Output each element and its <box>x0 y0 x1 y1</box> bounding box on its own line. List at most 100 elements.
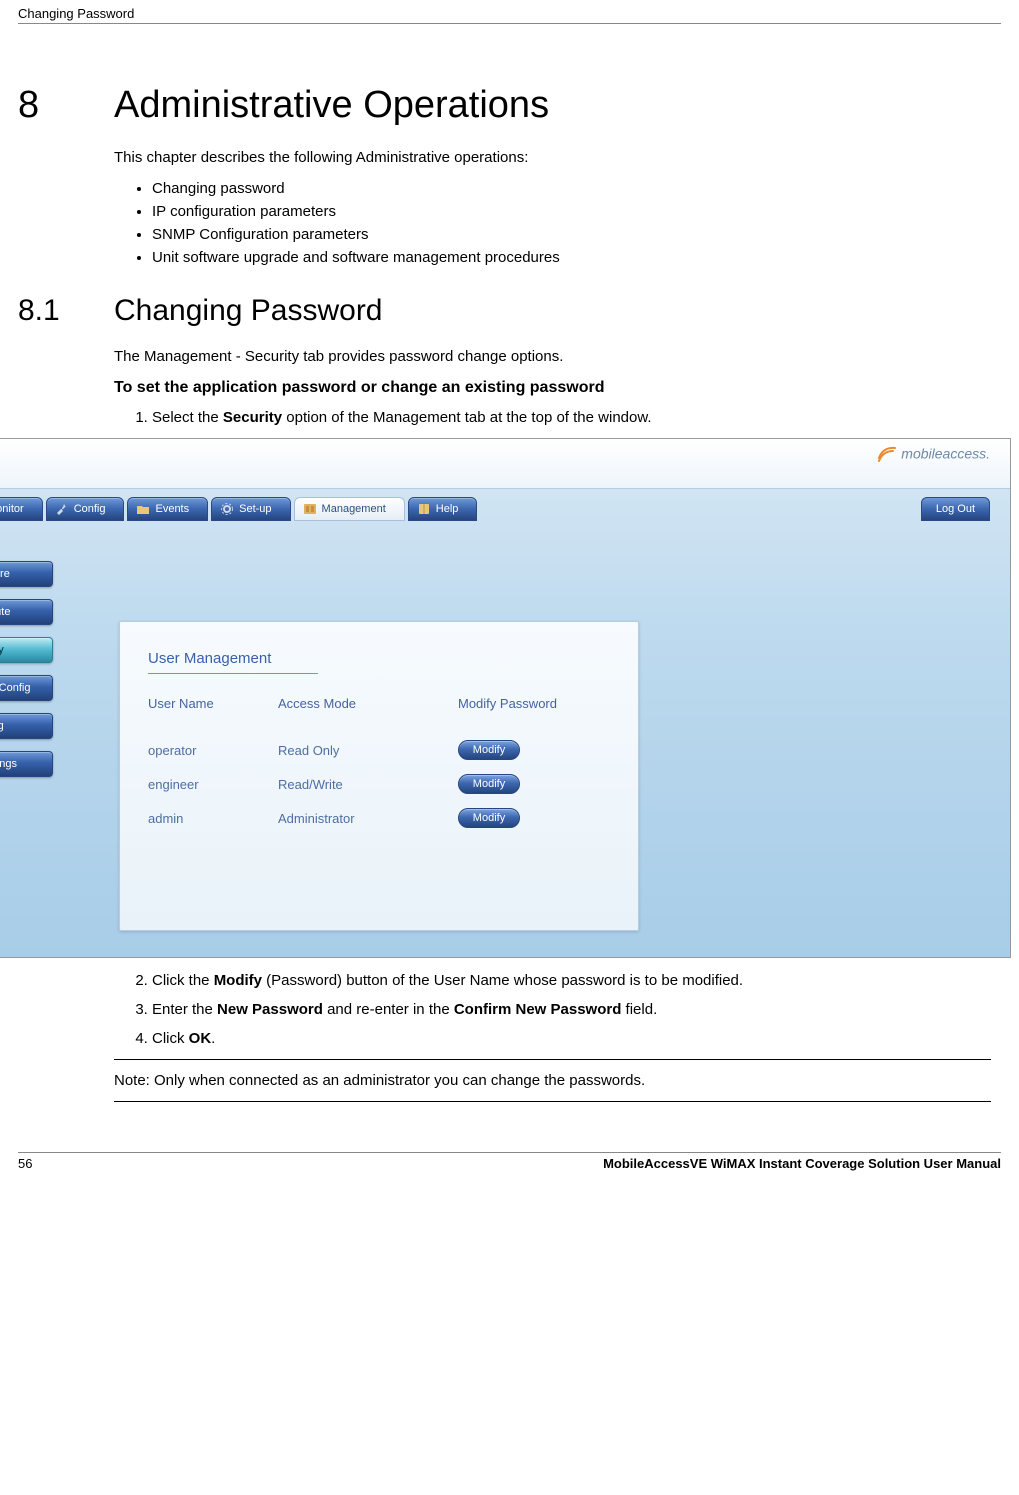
sidebar-item-label: Firmware <box>0 568 10 580</box>
wrench-icon <box>55 502 69 516</box>
step-3: Enter the New Password and re-enter in t… <box>152 1001 991 1018</box>
sidebar-item-sys-log[interactable]: Sys Log <box>0 713 53 739</box>
step-text: field. <box>621 1001 657 1018</box>
cell-access-mode: Read Only <box>278 743 438 758</box>
sidebar-item-firmware[interactable]: Firmware <box>0 561 53 587</box>
column-header-username: User Name <box>148 696 278 711</box>
step-text: Click <box>152 1030 189 1047</box>
column-header-access-mode: Access Mode <box>278 696 438 711</box>
footer-rule <box>18 1152 1001 1153</box>
section-number: 8.1 <box>18 294 114 328</box>
cell-access-mode: Administrator <box>278 811 438 826</box>
user-table-row: admin Administrator Modify <box>148 801 610 835</box>
sidebar-item-label: Distribute <box>0 606 10 618</box>
tab-setup[interactable]: Set-up <box>211 497 290 521</box>
logout-label: Log Out <box>936 503 975 515</box>
tab-label: Management <box>322 503 386 515</box>
cell-username: admin <box>148 811 278 826</box>
step-text: option of the Management tab at the top … <box>282 409 651 426</box>
step-text: Select the <box>152 409 223 426</box>
page-footer: 56 MobileAccessVE WiMAX Instant Coverage… <box>18 1156 1001 1171</box>
gear-icon <box>220 502 234 516</box>
user-management-panel: User Management User Name Access Mode Mo… <box>119 621 639 931</box>
tab-label: Config <box>74 503 106 515</box>
user-table-header: User Name Access Mode Modify Password <box>148 696 610 711</box>
chapter-number: 8 <box>18 84 114 127</box>
bullet-item: SNMP Configuration parameters <box>152 226 991 243</box>
user-table-row: operator Read Only Modify <box>148 733 610 767</box>
note-text: Note: Only when connected as an administ… <box>114 1064 991 1097</box>
bullet-item: Unit software upgrade and software manag… <box>152 249 991 266</box>
screenshot-management-security: mobileaccess. Monitor Config Events Set-… <box>0 438 1011 958</box>
modify-button[interactable]: Modify <box>458 740 520 760</box>
brand-logo-text: mobileaccess. <box>901 446 990 462</box>
bullet-item: Changing password <box>152 180 991 197</box>
cell-username: operator <box>148 743 278 758</box>
logout-button[interactable]: Log Out <box>921 497 990 521</box>
tab-management[interactable]: Management <box>294 497 405 521</box>
modify-button[interactable]: Modify <box>458 774 520 794</box>
sidebar-item-label: Security <box>0 644 4 656</box>
intro-bullets: Changing password IP configuration param… <box>114 180 991 266</box>
note-rule-top <box>114 1059 991 1060</box>
sidebar-item-ip-settings[interactable]: IP Settings <box>0 751 53 777</box>
chapter-intro: This chapter describes the following Adm… <box>114 149 991 166</box>
folder-icon <box>136 502 150 516</box>
main-tabs: Monitor Config Events Set-up Management … <box>0 497 477 521</box>
tab-events[interactable]: Events <box>127 497 208 521</box>
screenshot-topbar: mobileaccess. <box>0 439 1010 489</box>
modify-button[interactable]: Modify <box>458 808 520 828</box>
step-text: Enter the <box>152 1001 217 1018</box>
step-bold: Confirm New Password <box>454 1001 622 1018</box>
procedure-heading: To set the application password or chang… <box>114 379 991 397</box>
panel-title: User Management <box>148 650 610 673</box>
sidebar-item-snmp-config[interactable]: SNMP Config <box>0 675 53 701</box>
section-title: Changing Password <box>114 294 383 327</box>
screenshot-workarea: Firmware Distribute Security SNMP Config… <box>0 525 1010 957</box>
step-bold: Security <box>223 409 282 426</box>
book-icon <box>417 502 431 516</box>
brand-logo: mobileaccess. <box>875 445 990 465</box>
sidebar-item-label: SNMP Config <box>0 682 30 694</box>
cell-username: engineer <box>148 777 278 792</box>
tab-monitor[interactable]: Monitor <box>0 497 43 521</box>
step-2: Click the Modify (Password) button of th… <box>152 972 991 989</box>
tab-config[interactable]: Config <box>46 497 125 521</box>
page-number: 56 <box>18 1156 32 1171</box>
sidebar-item-security[interactable]: Security <box>0 637 53 663</box>
sidebar-item-label: Sys Log <box>0 720 4 732</box>
shelf-icon <box>303 502 317 516</box>
step-text: and re-enter in the <box>323 1001 454 1018</box>
step-text: . <box>211 1030 215 1047</box>
chapter-heading: 8Administrative Operations <box>18 84 991 127</box>
cell-access-mode: Read/Write <box>278 777 438 792</box>
section-heading: 8.1Changing Password <box>18 294 991 328</box>
step-bold: OK <box>189 1030 212 1047</box>
tab-label: Help <box>436 503 459 515</box>
sidebar-item-label: IP Settings <box>0 758 17 770</box>
tab-label: Events <box>155 503 189 515</box>
panel-title-rule <box>148 673 318 674</box>
tab-label: Monitor <box>0 503 24 515</box>
step-text: Click the <box>152 972 214 989</box>
note-block: Note: Only when connected as an administ… <box>114 1059 991 1102</box>
step-text: (Password) button of the User Name whose… <box>262 972 743 989</box>
step-1: Select the Security option of the Manage… <box>152 409 991 426</box>
column-header-modify-password: Modify Password <box>438 696 610 711</box>
header-rule <box>18 23 1001 24</box>
user-table-row: engineer Read/Write Modify <box>148 767 610 801</box>
step-bold: New Password <box>217 1001 323 1018</box>
section-body: The Management - Security tab provides p… <box>114 348 991 365</box>
tab-help[interactable]: Help <box>408 497 478 521</box>
bullet-item: IP configuration parameters <box>152 203 991 220</box>
step-4: Click OK. <box>152 1030 991 1047</box>
tab-label: Set-up <box>239 503 271 515</box>
note-rule-bottom <box>114 1101 991 1102</box>
sidebar-item-distribute[interactable]: Distribute <box>0 599 53 625</box>
procedure-steps: Select the Security option of the Manage… <box>114 409 991 426</box>
procedure-steps-continued: Click the Modify (Password) button of th… <box>114 972 991 1047</box>
manual-name: MobileAccessVE WiMAX Instant Coverage So… <box>603 1156 1001 1171</box>
chapter-title: Administrative Operations <box>114 84 549 126</box>
step-bold: Modify <box>214 972 262 989</box>
sidebar-nav: Firmware Distribute Security SNMP Config… <box>0 561 53 777</box>
